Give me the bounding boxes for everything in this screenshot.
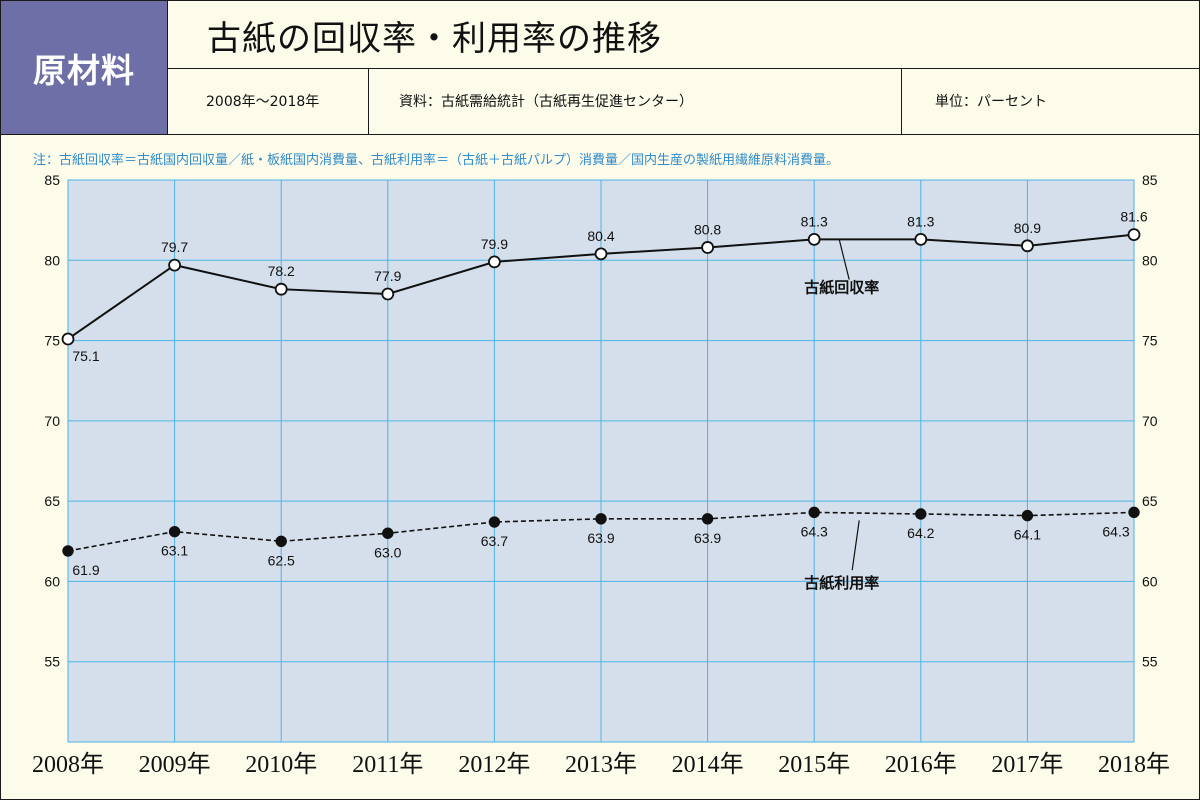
series-label-leader: [851, 520, 860, 571]
y-tick-label-right: 60: [1142, 573, 1158, 589]
utilization-data-label: 63.1: [161, 543, 188, 559]
x-tick-label: 2010年: [245, 751, 317, 778]
chart-title: 古紙の回収率・利用率の推移: [207, 19, 662, 59]
recovery-point: [1127, 228, 1141, 241]
utilization-data-label: 64.2: [907, 525, 934, 541]
source-label: 資料：古紙需給統計（古紙再生促進センター）: [399, 94, 693, 110]
x-tick-label: 2017年: [991, 751, 1063, 778]
recovery-point: [487, 255, 501, 269]
category-badge: 原材料: [1, 1, 168, 135]
y-tick-label-left: 85: [44, 172, 60, 188]
recovery-point: [1021, 239, 1034, 253]
utilization-point: [275, 535, 287, 547]
y-tick-label-right: 65: [1142, 493, 1158, 509]
unit-label: 単位：パーセント: [935, 94, 1047, 110]
x-tick-label: 2012年: [458, 751, 530, 778]
meta-divider: [901, 68, 902, 134]
utilization-data-label: 63.0: [374, 544, 401, 560]
utilization-point: [1128, 506, 1140, 519]
x-tick-label: 2009年: [139, 751, 211, 778]
recovery-data-label: 80.4: [587, 228, 614, 244]
series-label-recovery: 古紙回収率: [804, 279, 879, 297]
x-tick-label: 2018年: [1098, 751, 1170, 778]
utilization-point: [382, 527, 394, 539]
series-label-leader: [838, 239, 850, 280]
utilization-point: [595, 513, 607, 525]
recovery-data-label: 79.7: [161, 239, 188, 255]
x-tick-label: 2011年: [352, 751, 423, 778]
utilization-data-label: 63.7: [481, 533, 508, 549]
utilization-data-label: 63.9: [587, 530, 614, 546]
x-tick-label: 2013年: [565, 751, 637, 778]
period-label: 2008年～2018年: [206, 94, 320, 110]
y-tick-label-left: 65: [44, 493, 60, 509]
recovery-point: [807, 233, 821, 246]
recovery-data-label: 75.1: [72, 348, 99, 364]
header-bottom-rule: [1, 134, 1199, 135]
x-tick-label: 2016年: [885, 751, 957, 778]
utilization-data-label: 61.9: [72, 562, 99, 578]
recovery-point: [381, 287, 395, 301]
recovery-data-label: 80.9: [1014, 220, 1041, 236]
utilization-point: [1021, 509, 1034, 522]
x-tick-label: 2015年: [778, 751, 850, 778]
recovery-point: [168, 258, 182, 272]
utilization-data-label: 64.3: [1102, 523, 1129, 539]
footnote: 注：古紙回収率＝古紙国内回収量／紙・板紙国内消費量、古紙利用率＝（古紙＋古紙パル…: [33, 153, 840, 168]
recovery-point: [594, 247, 608, 261]
utilization-point: [488, 516, 501, 528]
meta-divider: [368, 68, 369, 134]
series-label-utilization: 古紙利用率: [804, 574, 879, 592]
utilization-point: [62, 545, 74, 557]
recovery-data-label: 78.2: [268, 263, 295, 279]
utilization-point: [808, 506, 820, 519]
recovery-data-label: 81.3: [907, 213, 934, 229]
y-tick-label-left: 60: [44, 573, 60, 589]
y-tick-label-left: 55: [44, 654, 60, 670]
recovery-data-label: 81.6: [1120, 209, 1147, 225]
utilization-data-label: 64.3: [801, 523, 828, 539]
utilization-data-label: 62.5: [268, 552, 295, 568]
recovery-data-label: 81.3: [801, 213, 828, 229]
y-tick-label-right: 55: [1142, 654, 1158, 670]
y-tick-label-right: 80: [1142, 252, 1158, 268]
recovery-data-label: 80.8: [694, 221, 721, 237]
x-tick-label: 2008年: [32, 751, 104, 778]
y-tick-label-left: 70: [44, 413, 60, 429]
y-tick-label-left: 75: [44, 333, 60, 349]
recovery-point: [701, 241, 714, 254]
recovery-point: [274, 282, 288, 296]
y-tick-label-right: 70: [1142, 413, 1158, 429]
y-tick-label-left: 80: [44, 252, 60, 268]
utilization-point: [701, 513, 714, 525]
recovery-data-label: 77.9: [374, 268, 401, 284]
recovery-point: [61, 332, 75, 346]
y-tick-label-right: 75: [1142, 333, 1158, 349]
utilization-data-label: 64.1: [1014, 527, 1041, 543]
utilization-point: [168, 525, 181, 538]
recovery-point: [914, 233, 928, 246]
y-tick-label-right: 85: [1142, 172, 1158, 188]
header-divider: [167, 68, 1199, 69]
recovery-data-label: 79.9: [481, 236, 508, 252]
utilization-point: [915, 508, 927, 520]
x-tick-label: 2014年: [672, 751, 744, 778]
utilization-data-label: 63.9: [694, 530, 721, 546]
